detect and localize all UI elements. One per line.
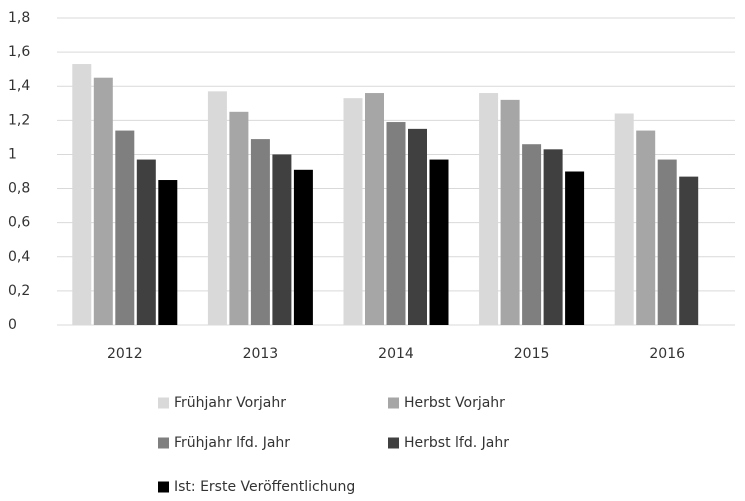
y-tick-label: 1,4 <box>8 78 30 94</box>
bar <box>614 113 634 325</box>
bar <box>565 171 585 325</box>
y-tick-label: 0 <box>8 317 17 333</box>
legend-label: Herbst lfd. Jahr <box>404 435 509 451</box>
bar <box>136 159 156 325</box>
legend-swatch <box>388 437 399 449</box>
legend-label: Frühjahr Vorjahr <box>174 395 286 411</box>
legend-label: Herbst Vorjahr <box>404 395 505 411</box>
x-tick-label: 2012 <box>107 346 143 362</box>
bar <box>229 111 249 325</box>
legend-label: Ist: Erste Veröffentlichung <box>174 479 355 495</box>
y-tick-label: 1 <box>8 146 17 162</box>
bar <box>386 122 406 326</box>
y-tick-label: 0,4 <box>8 249 30 265</box>
x-tick-label: 2013 <box>243 346 279 362</box>
x-tick-label: 2014 <box>378 346 414 362</box>
x-tick-label: 2015 <box>514 346 550 362</box>
legend-swatch <box>158 437 169 449</box>
y-tick-label: 0,8 <box>8 181 30 197</box>
bar <box>479 93 499 326</box>
bar <box>343 98 363 326</box>
bar <box>657 159 677 325</box>
bar <box>250 139 270 325</box>
bar <box>207 91 227 325</box>
y-tick-label: 1,2 <box>8 112 30 128</box>
bar <box>522 144 542 325</box>
bar <box>115 130 135 325</box>
bar <box>679 176 699 325</box>
y-tick-label: 1,8 <box>8 10 30 26</box>
bar <box>272 154 292 325</box>
bar <box>158 180 178 325</box>
legend-swatch <box>158 397 169 409</box>
bar <box>408 128 427 325</box>
legend-swatch <box>158 481 169 493</box>
legend-label: Frühjahr lfd. Jahr <box>174 435 290 451</box>
x-tick-label: 2016 <box>649 346 685 362</box>
bar <box>543 149 563 325</box>
bar <box>72 64 92 326</box>
bar <box>365 93 384 326</box>
bar <box>636 130 656 325</box>
y-tick-label: 0,2 <box>8 283 30 299</box>
bar <box>500 99 520 325</box>
legend-swatch <box>388 397 399 409</box>
bar <box>93 77 113 325</box>
y-tick-label: 1,6 <box>8 44 30 60</box>
bar <box>293 169 313 325</box>
bar <box>429 159 449 325</box>
y-tick-label: 0,6 <box>8 215 30 231</box>
